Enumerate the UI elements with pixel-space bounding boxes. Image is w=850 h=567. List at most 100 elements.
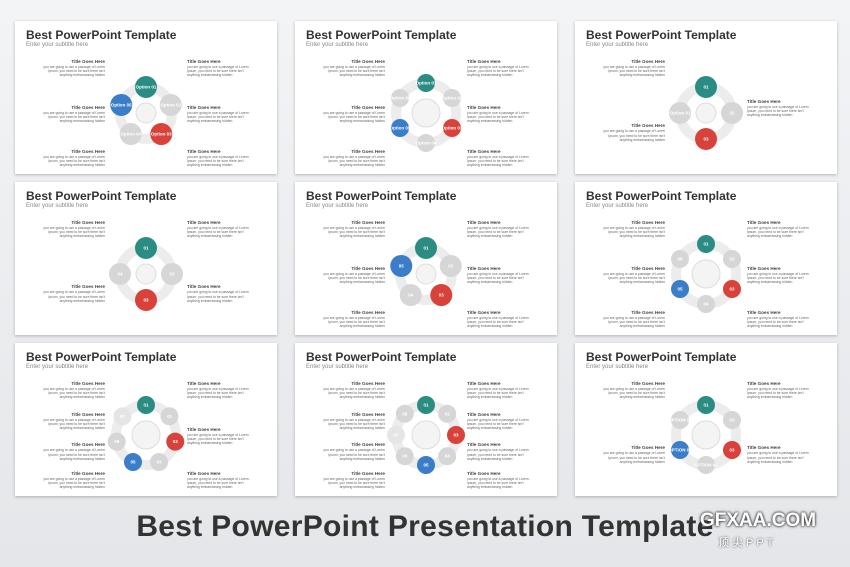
item-body: you are going to use a passage of Lorem …	[323, 65, 385, 78]
item-body: you are going to use a passage of Lorem …	[187, 155, 249, 168]
node	[439, 254, 462, 277]
item-body: you are going to use a passage of Lorem …	[187, 433, 249, 446]
node-label: 05	[423, 463, 429, 468]
item-heading: Title Goes Here	[631, 310, 665, 315]
node	[150, 123, 173, 146]
item-heading: Title Goes Here	[747, 220, 781, 225]
item-body: you are going to use a passage of Lorem …	[323, 155, 385, 168]
slide-title: Best PowerPoint Template	[26, 189, 177, 203]
text-item: Title Goes Here you are going to use a pa…	[187, 284, 249, 303]
node	[415, 237, 437, 259]
node-label: 01	[703, 403, 709, 408]
item-body: you are going to use a passage of Lorem …	[43, 111, 105, 124]
slide-title: Best PowerPoint Template	[586, 350, 737, 364]
node	[150, 453, 169, 472]
item-heading: Title Goes Here	[351, 105, 385, 110]
item-heading: Title Goes Here	[71, 105, 105, 110]
item-heading: Title Goes Here	[351, 471, 385, 476]
node-label: 03	[453, 433, 459, 438]
item-heading: Title Goes Here	[351, 59, 385, 64]
item-heading: Title Goes Here	[187, 471, 221, 476]
slide: Option 01 Option 02 Option 03 Option 04 Opti…	[15, 21, 277, 174]
text-item: Title Goes Here you are going to use a pa…	[43, 220, 105, 239]
text-item: Title Goes Here you are going to use a pa…	[323, 471, 385, 490]
item-body: you are going to use a passage of Lorem …	[323, 387, 385, 400]
item-body: you are going to use a passage of Lorem …	[747, 226, 809, 239]
hub	[691, 420, 721, 450]
slide-title: Best PowerPoint Template	[586, 28, 737, 42]
node-label: 08	[402, 411, 408, 416]
node	[119, 123, 142, 146]
item-body: you are going to use a passage of Lorem …	[603, 129, 665, 142]
slide: 01 02 03 04 05 06 Best PowerPoint Template Ente…	[575, 182, 837, 335]
slide-subtitle: Enter your subtitle here	[306, 203, 369, 209]
item-heading: Title Goes Here	[351, 310, 385, 315]
node	[391, 89, 410, 107]
item-heading: Title Goes Here	[351, 442, 385, 448]
item-heading: Title Goes Here	[631, 123, 665, 129]
item-body: you are going to use a passage of Lorem …	[603, 316, 665, 329]
node-label: Option 02	[442, 96, 463, 101]
item-heading: Title Goes Here	[467, 266, 501, 271]
diagram: 01 02 03 04 05	[390, 237, 462, 307]
item-heading: Title Goes Here	[71, 220, 105, 225]
item-heading: Title Goes Here	[467, 471, 501, 476]
item-heading: Title Goes Here	[631, 445, 665, 451]
text-item: Title Goes Here you are going to use a pa…	[187, 220, 249, 239]
item-body: you are going to use a passage of Lorem …	[43, 226, 105, 239]
node-label: Option 01	[670, 111, 691, 116]
item-body: you are going to use a passage of Lorem …	[467, 448, 529, 461]
node-label: 02	[445, 411, 451, 416]
node-label: Option 05	[111, 102, 132, 107]
item-heading: Title Goes Here	[351, 266, 385, 271]
node-label: 07	[393, 433, 399, 438]
node-label: 01	[703, 242, 709, 247]
item-heading: Title Goes Here	[187, 220, 221, 225]
item-body: you are going to use a passage of Lorem …	[323, 226, 385, 239]
text-item: Title Goes Here you are going to use a pa…	[187, 427, 249, 446]
node	[695, 76, 717, 98]
slide-subtitle: Enter your subtitle here	[586, 42, 649, 48]
item-heading: Title Goes Here	[187, 59, 221, 64]
text-item: Title Goes Here you are going to use a pa…	[747, 381, 809, 400]
text-item: Title Goes Here you are going to use a pa…	[603, 266, 665, 285]
node-label: OPTION 02	[668, 448, 692, 453]
item-body: you are going to use a passage of Lorem …	[747, 272, 809, 285]
node	[137, 396, 155, 414]
node-label: 01	[143, 403, 149, 408]
item-heading: Title Goes Here	[351, 381, 385, 386]
node-label: 01	[143, 246, 149, 251]
text-item: Title Goes Here you are going to use a pa…	[323, 59, 385, 78]
slide-subtitle: Enter your subtitle here	[26, 364, 89, 370]
text-item: Title Goes Here you are going to use a pa…	[467, 381, 529, 400]
text-item: Title Goes Here you are going to use a pa…	[43, 149, 105, 168]
item-body: you are going to use a passage of Lorem …	[323, 111, 385, 124]
diagram: 01 02 03 Option 01	[669, 76, 743, 150]
text-item: Title Goes Here you are going to use a pa…	[467, 105, 529, 124]
node	[395, 447, 414, 466]
node-label: 07	[120, 414, 126, 419]
item-body: you are going to use a passage of Lorem …	[187, 65, 249, 78]
node	[697, 235, 715, 253]
node	[107, 432, 126, 451]
text-item: Title Goes Here you are going to use a pa…	[323, 310, 385, 329]
node	[697, 295, 715, 313]
item-heading: Title Goes Here	[71, 442, 105, 448]
node-label: 04	[408, 293, 414, 298]
text-item: Title Goes Here you are going to use a pa…	[43, 412, 105, 431]
slide-title: Best PowerPoint Template	[586, 189, 737, 203]
item-heading: Title Goes Here	[71, 284, 105, 290]
node-label: 03	[729, 287, 735, 292]
text-item: Title Goes Here you are going to use a pa…	[603, 445, 665, 464]
item-heading: Title Goes Here	[467, 105, 501, 110]
item-body: you are going to use a passage of Lorem …	[603, 65, 665, 78]
item-heading: Title Goes Here	[351, 220, 385, 225]
node	[417, 74, 435, 92]
node	[722, 280, 741, 298]
node	[669, 102, 691, 124]
item-heading: Title Goes Here	[187, 105, 221, 110]
node-label: 02	[729, 418, 735, 423]
node-label: 03	[439, 293, 445, 298]
text-item: Title Goes Here you are going to use a pa…	[747, 220, 809, 239]
